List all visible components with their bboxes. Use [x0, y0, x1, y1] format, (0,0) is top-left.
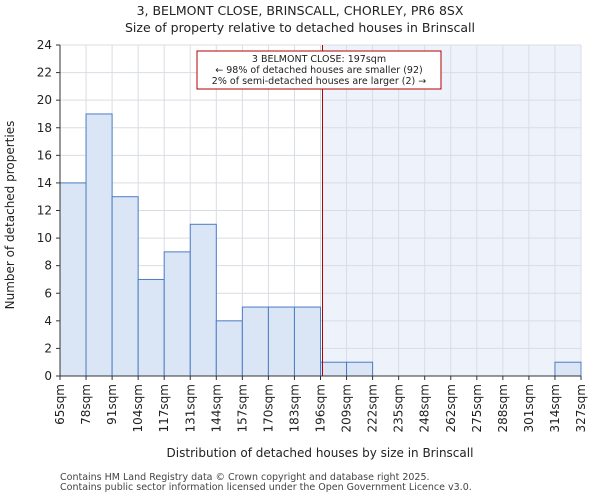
histogram-bar — [189, 223, 217, 377]
histogram-bar — [137, 278, 165, 377]
footer-copyright: Contains HM Land Registry data © Crown c… — [60, 472, 430, 483]
histogram-bar — [59, 182, 87, 377]
x-axis-label: Distribution of detached houses by size … — [167, 446, 474, 460]
x-tick-label: 209sqm — [340, 384, 354, 432]
x-tick-label: 131sqm — [183, 384, 197, 432]
x-tick-label: 262sqm — [444, 384, 458, 432]
histogram-bar — [554, 361, 582, 377]
x-tick-label: 275sqm — [470, 384, 484, 432]
y-tick-label: 16 — [37, 148, 52, 162]
x-tick-label: 91sqm — [105, 384, 119, 425]
y-tick-label: 4 — [44, 314, 52, 328]
y-tick-label: 10 — [37, 231, 52, 245]
x-tick-label: 78sqm — [79, 384, 93, 425]
y-tick-label: 6 — [44, 286, 52, 300]
histogram-bar — [215, 320, 243, 377]
y-tick-label: 2 — [44, 341, 52, 355]
y-tick-label: 0 — [44, 369, 52, 383]
x-tick-label: 288sqm — [496, 384, 510, 432]
histogram-bar — [163, 251, 191, 377]
x-tick-label: 144sqm — [209, 384, 223, 432]
y-tick-label: 20 — [37, 93, 52, 107]
x-tick-label: 301sqm — [522, 384, 536, 432]
x-tick-label: 314sqm — [548, 384, 562, 432]
x-tick-label: 183sqm — [287, 384, 301, 432]
x-tick-label: 117sqm — [157, 384, 171, 432]
y-tick-label: 14 — [37, 176, 52, 190]
histogram-bar — [111, 196, 139, 377]
x-tick-label: 235sqm — [392, 384, 406, 432]
y-tick-label: 12 — [37, 204, 52, 218]
histogram-bar — [293, 306, 322, 377]
annotation-box — [196, 50, 442, 90]
chart-subtitle: Size of property relative to detached ho… — [124, 20, 475, 35]
histogram-bar — [241, 306, 269, 377]
histogram-bar — [267, 306, 295, 377]
histogram-bar — [85, 113, 113, 377]
x-tick-label: 170sqm — [261, 384, 275, 432]
annotation-line: ← 98% of detached houses are smaller (92… — [215, 65, 422, 76]
histogram-bar — [346, 361, 374, 377]
footer-licence: Contains public sector information licen… — [60, 482, 472, 493]
y-tick-label: 22 — [37, 66, 52, 80]
y-axis-label: Number of detached properties — [3, 121, 17, 310]
annotation-line: 3 BELMONT CLOSE: 197sqm — [252, 54, 386, 65]
x-tick-label: 248sqm — [418, 384, 432, 432]
annotation-line: 2% of semi-detached houses are larger (2… — [212, 76, 426, 87]
y-tick-label: 24 — [37, 38, 52, 52]
x-tick-label: 104sqm — [131, 384, 145, 432]
x-tick-label: 327sqm — [574, 384, 588, 432]
x-tick-label: 196sqm — [314, 384, 328, 432]
chart-title: 3, BELMONT CLOSE, BRINSCALL, CHORLEY, PR… — [136, 3, 464, 18]
x-tick-label: 222sqm — [366, 384, 380, 432]
x-tick-label: 65sqm — [53, 384, 67, 425]
y-tick-label: 18 — [37, 121, 52, 135]
histogram-bar — [320, 361, 348, 377]
x-tick-label: 157sqm — [235, 384, 249, 432]
y-tick-label: 8 — [44, 259, 52, 273]
